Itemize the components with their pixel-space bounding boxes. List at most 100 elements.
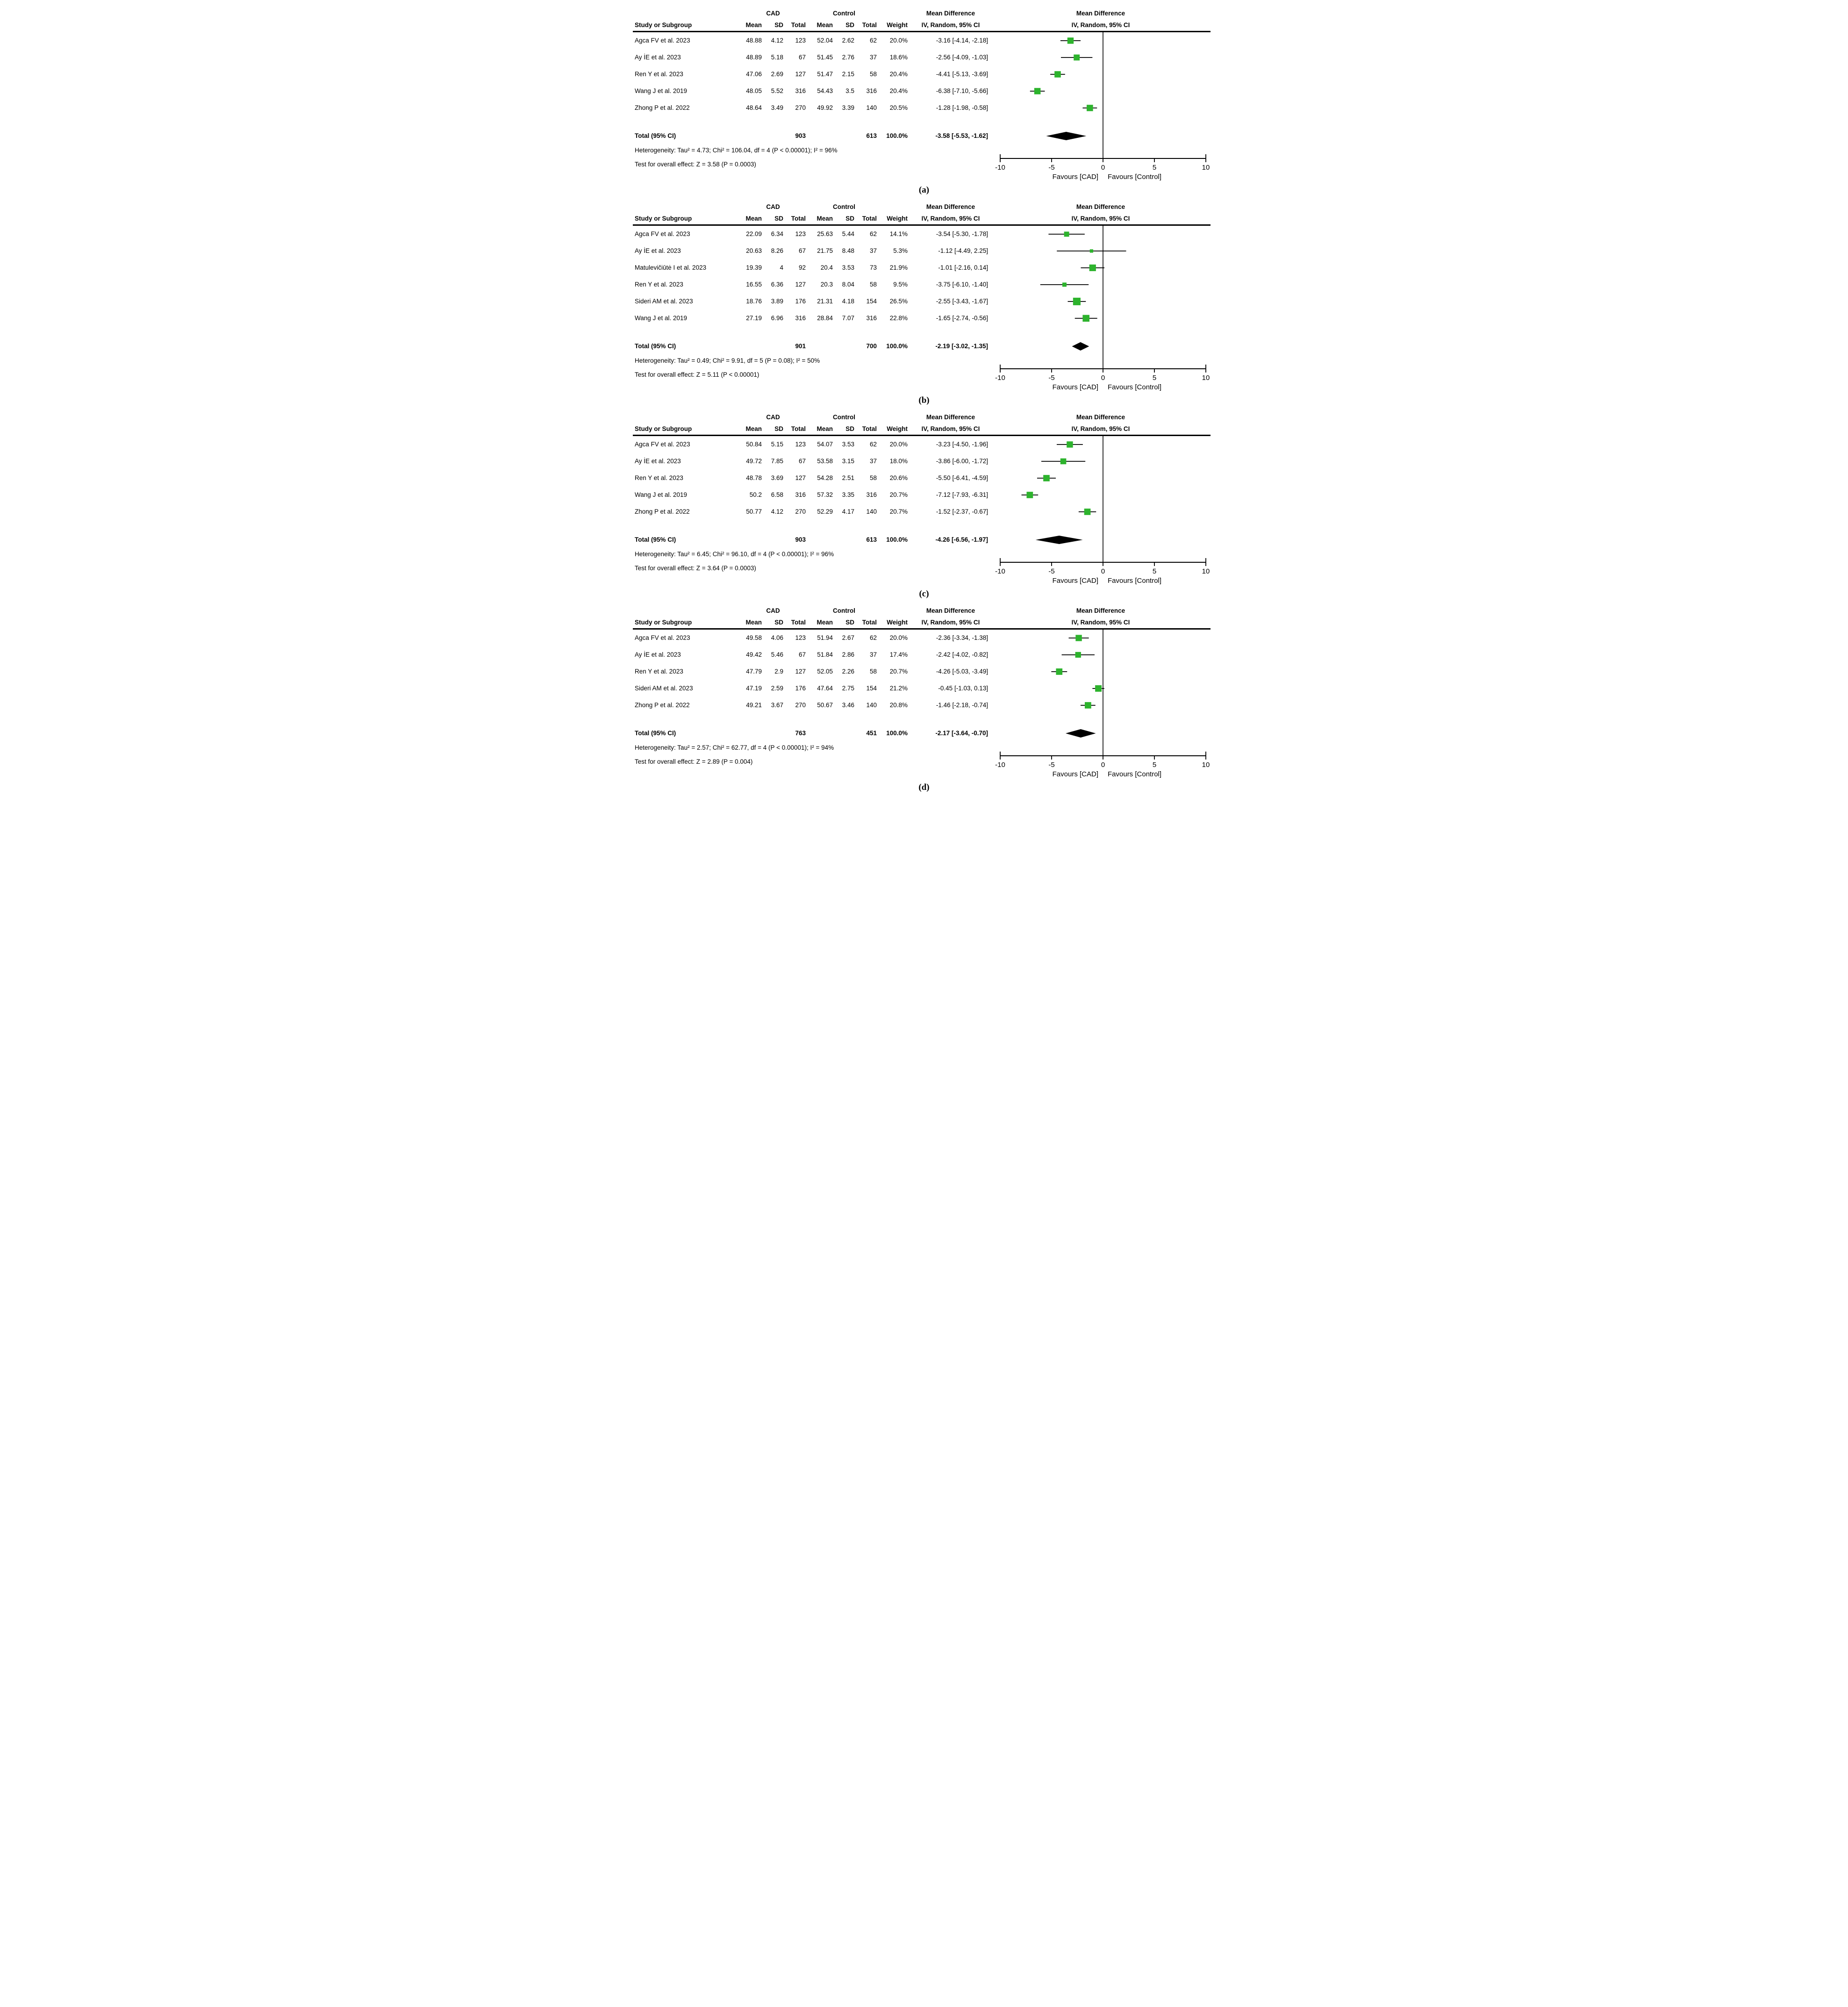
iv-ci-col-header: IV, Random, 95% CI xyxy=(921,619,980,626)
total-diamond xyxy=(1035,536,1083,544)
total-row: Total (95% CI) 903 613 100.0% -4.26 [-6.56, … xyxy=(633,532,991,547)
ci-text: -1.65 [-2.74, -0.56] xyxy=(936,315,988,322)
study-col-header: Study or Subgroup xyxy=(635,215,692,222)
col-header-cad-total: Total xyxy=(791,619,806,626)
ctrl-total: 37 xyxy=(869,458,877,465)
heterogeneity-text: Heterogeneity: Tau² = 0.49; Chi² = 9.91,… xyxy=(635,357,820,364)
plot-title: Mean Difference xyxy=(1076,607,1125,614)
weight: 20.7% xyxy=(889,508,908,515)
col-header-ctrl-mean: Mean xyxy=(817,22,833,29)
forest-plot-b: Mean Difference IV, Random, 95% CI -10 -5… xyxy=(991,201,1211,394)
ci-text: -1.52 [-2.37, -0.67] xyxy=(936,508,988,515)
cad-sd: 2.9 xyxy=(774,668,783,675)
col-header-weight: Weight xyxy=(887,619,908,626)
total-label: Total (95% CI) xyxy=(635,730,676,737)
study-name: Agca FV et al. 2023 xyxy=(635,230,690,237)
axis-tick-label: 0 xyxy=(1101,374,1105,382)
study-name: Wang J et al. 2019 xyxy=(635,491,688,498)
group-header-control: Control xyxy=(833,414,855,421)
md-col-header: Mean Difference xyxy=(926,414,975,421)
md-marker xyxy=(1067,441,1073,448)
ci-text: -3.16 [-4.14, -2.18] xyxy=(936,37,988,44)
cad-sd: 4.12 xyxy=(771,37,783,44)
spacer xyxy=(880,7,910,19)
axis-tick-label: 10 xyxy=(1202,164,1210,172)
ctrl-sd: 2.51 xyxy=(842,474,854,481)
spacer xyxy=(765,129,786,143)
ctrl-mean: 20.3 xyxy=(820,281,833,288)
ctrl-mean: 28.84 xyxy=(817,315,833,322)
ctrl-mean: 21.75 xyxy=(817,247,833,254)
total-weight: 100.0% xyxy=(886,132,908,139)
total-weight: 100.0% xyxy=(886,343,908,350)
total-ci-text: -2.19 [-3.02, -1.35] xyxy=(935,343,988,350)
total-weight: 100.0% xyxy=(886,536,908,543)
col-header-cad-total: Total xyxy=(791,22,806,29)
cad-mean: 50.77 xyxy=(746,508,762,515)
md-marker xyxy=(1087,105,1093,111)
md-marker xyxy=(1095,685,1102,692)
cad-sd: 5.46 xyxy=(771,651,783,658)
weight: 20.0% xyxy=(889,634,908,641)
axis-tick-label: 0 xyxy=(1101,761,1105,769)
weight: 20.0% xyxy=(889,37,908,44)
forest-plot-d: Mean Difference IV, Random, 95% CI -10 -5… xyxy=(991,605,1211,781)
header-rule xyxy=(991,628,1211,630)
md-marker xyxy=(1075,652,1081,658)
ctrl-sd: 5.44 xyxy=(842,230,854,237)
forest-panel-c: CAD Control Mean Difference Study or Sub… xyxy=(633,411,1215,599)
study-name: Agca FV et al. 2023 xyxy=(635,634,690,641)
cad-total: 123 xyxy=(795,230,806,237)
favours-right-label: Favours [Control] xyxy=(1108,770,1161,778)
study-name: Zhong P et al. 2022 xyxy=(635,104,690,111)
table-row: Zhong P et al. 2022 49.21 3.67 270 50.67 3.46… xyxy=(633,697,991,714)
study-name: Agca FV et al. 2023 xyxy=(635,37,690,44)
weight: 18.0% xyxy=(889,458,908,465)
table-row: Ay İE et al. 2023 48.89 5.18 67 51.45 2.76 37 1… xyxy=(633,49,991,66)
overall-effect-text: Test for overall effect: Z = 2.89 (P = 0… xyxy=(635,758,753,765)
spacer xyxy=(880,411,910,423)
ctrl-sd: 2.26 xyxy=(842,668,854,675)
ci-text: -2.42 [-4.02, -0.82] xyxy=(936,651,988,658)
total-diamond xyxy=(1065,729,1096,738)
total-cad-n: 763 xyxy=(795,730,806,737)
plot-title: Mean Difference xyxy=(1076,10,1125,17)
forest-panel-b: CAD Control Mean Difference Study or Sub… xyxy=(633,201,1215,406)
heterogeneity-text: Heterogeneity: Tau² = 4.73; Chi² = 106.0… xyxy=(635,147,838,154)
cad-total: 67 xyxy=(798,458,806,465)
cad-total: 270 xyxy=(795,702,806,709)
md-marker xyxy=(1064,231,1069,237)
study-name: Ren Y et al. 2023 xyxy=(635,71,683,78)
ctrl-total: 58 xyxy=(869,71,877,78)
md-marker xyxy=(1062,282,1067,287)
table-row: Sideri AM et al. 2023 18.76 3.89 176 21.31 4.… xyxy=(633,293,991,310)
weight: 20.6% xyxy=(889,474,908,481)
iv-ci-col-header: IV, Random, 95% CI xyxy=(921,215,980,222)
ctrl-sd: 3.53 xyxy=(842,264,854,271)
ci-text: -7.12 [-7.93, -6.31] xyxy=(936,491,988,498)
ctrl-mean: 52.05 xyxy=(817,668,833,675)
forest-plot-figure: CAD Control Mean Difference Study or Sub… xyxy=(633,7,1215,793)
ctrl-sd: 3.39 xyxy=(842,104,854,111)
favours-right-label: Favours [Control] xyxy=(1108,577,1161,585)
table-row: Wang J et al. 2019 50.2 6.58 316 57.32 3.35 31… xyxy=(633,487,991,503)
ctrl-total: 62 xyxy=(869,230,877,237)
ci-text: -1.12 [-4.49, 2.25] xyxy=(938,247,988,254)
ctrl-mean: 54.07 xyxy=(817,441,833,448)
table-row: Zhong P et al. 2022 48.64 3.49 270 49.92 3.39… xyxy=(633,100,991,116)
ctrl-total: 154 xyxy=(866,298,877,305)
panel-label: (b) xyxy=(918,395,930,405)
total-diamond xyxy=(1072,342,1089,351)
ctrl-total: 58 xyxy=(869,474,877,481)
axis-tick-label: 10 xyxy=(1202,374,1210,382)
col-header-weight: Weight xyxy=(887,425,908,432)
ctrl-total: 73 xyxy=(869,264,877,271)
group-header-cad: CAD xyxy=(766,203,780,210)
ctrl-sd: 3.53 xyxy=(842,441,854,448)
ci-text: -4.41 [-5.13, -3.69] xyxy=(936,71,988,78)
weight: 26.5% xyxy=(889,298,908,305)
cad-mean: 48.89 xyxy=(746,54,762,61)
ctrl-mean: 49.92 xyxy=(817,104,833,111)
overall-effect-text: Test for overall effect: Z = 3.58 (P = 0… xyxy=(635,161,756,168)
ctrl-mean: 51.84 xyxy=(817,651,833,658)
